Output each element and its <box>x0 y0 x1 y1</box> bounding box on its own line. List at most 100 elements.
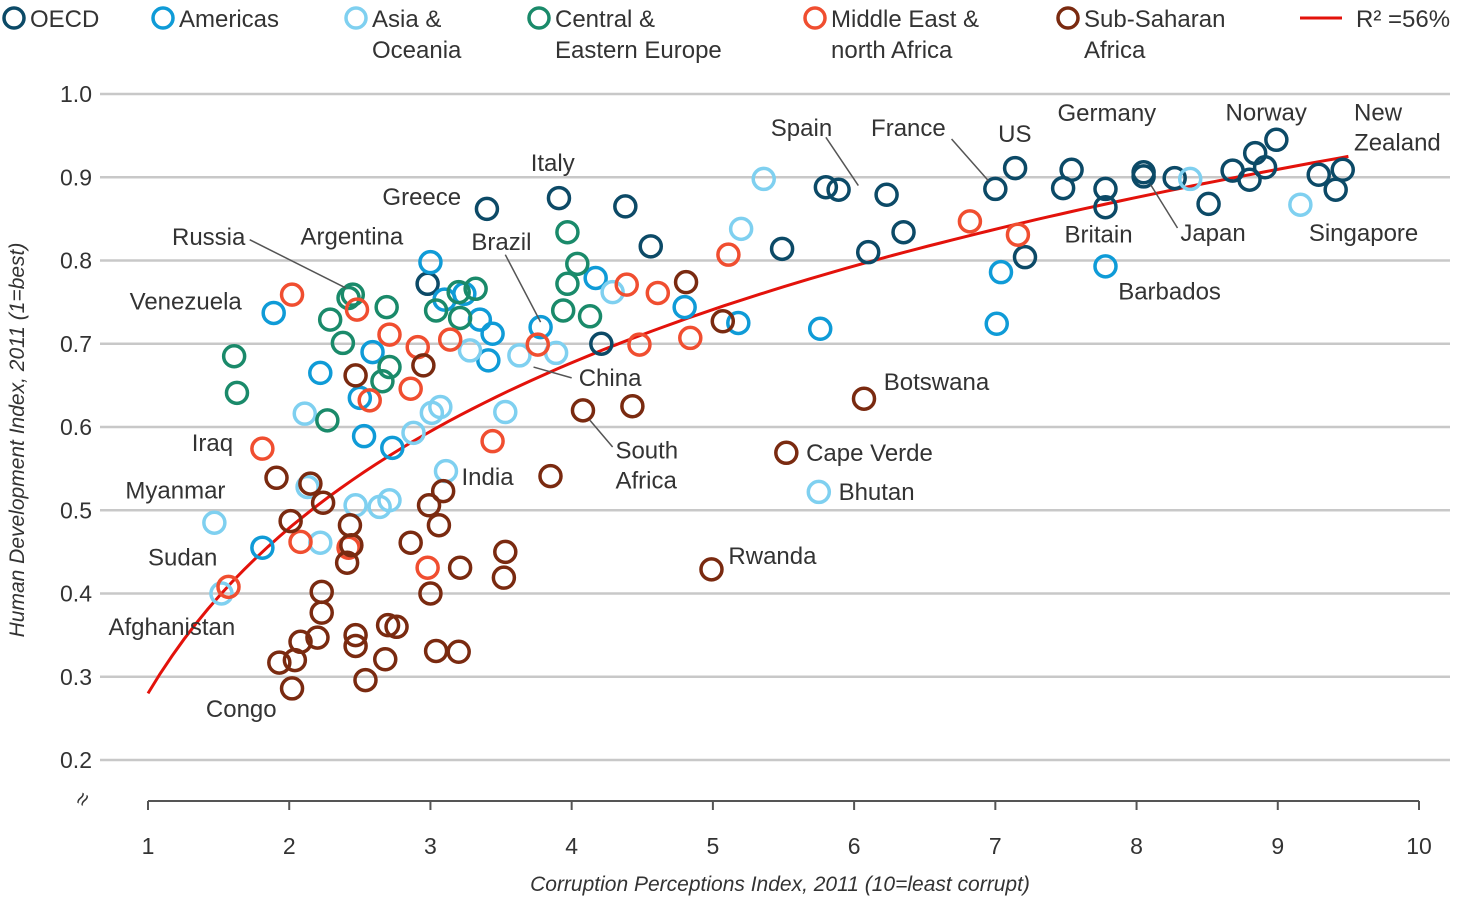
data-point <box>1005 222 1031 247</box>
legend-marker <box>803 6 827 30</box>
data-point <box>317 307 343 332</box>
annotation-label: Britain <box>1065 222 1133 249</box>
data-point <box>315 408 340 433</box>
data-point <box>437 327 463 352</box>
data-point <box>1002 155 1028 181</box>
annotation-label: Cape Verde <box>806 440 933 467</box>
annotation-label: Barbados <box>1118 278 1221 305</box>
legend-label: Sub-Saharan <box>1084 6 1225 33</box>
data-point <box>507 343 532 368</box>
annotation-label: Bhutan <box>839 479 915 506</box>
data-point <box>343 363 368 388</box>
data-point <box>638 234 664 259</box>
data-point <box>447 555 473 580</box>
data-point <box>957 209 983 234</box>
trendline <box>146 154 1349 695</box>
data-point <box>374 294 399 320</box>
data-point <box>337 512 363 538</box>
data-point <box>1131 160 1156 185</box>
annotation-label: India <box>462 464 515 491</box>
data-point <box>493 399 518 425</box>
data-point <box>447 305 473 331</box>
x-tick-label: 7 <box>989 833 1002 859</box>
annotation-label: Brazil <box>471 229 531 256</box>
x-tick-label: 5 <box>706 833 719 859</box>
annotation-label: Sudan <box>148 545 217 572</box>
annotation-leader-line <box>589 419 614 448</box>
data-point <box>538 463 563 489</box>
data-point <box>614 272 639 297</box>
annotation-leader-line <box>825 136 859 186</box>
annotation-label: Rwanda <box>728 543 817 570</box>
data-point <box>826 177 851 202</box>
data-point <box>673 269 699 295</box>
data-point <box>672 294 697 320</box>
x-tick-label: 4 <box>565 833 578 859</box>
data-point <box>264 465 289 491</box>
annotation-label: Argentina <box>301 223 404 250</box>
data-point <box>423 638 449 664</box>
annotation-label: Myanmar <box>125 477 225 504</box>
data-point <box>1330 157 1355 183</box>
data-point <box>1306 162 1331 188</box>
data-point <box>1264 127 1289 153</box>
annotation-leader-line <box>533 366 572 379</box>
data-point <box>351 423 377 449</box>
data-point <box>330 330 356 356</box>
legend-label: OECD <box>30 6 99 33</box>
data-point <box>620 393 645 419</box>
data-point <box>209 581 234 606</box>
x-axis-label: Corruption Perceptions Index, 2011 (10=l… <box>530 873 1030 896</box>
y-tick-label: 0.8 <box>60 248 92 274</box>
y-axis-label: Human Development Index, 2011 (1=best) <box>6 243 29 638</box>
data-point <box>377 488 402 513</box>
data-point <box>851 386 877 411</box>
data-point <box>463 276 488 302</box>
data-point <box>288 529 313 555</box>
data-point <box>984 311 1009 337</box>
annotation-label: Iraq <box>192 430 233 457</box>
data-point <box>418 249 443 275</box>
y-tick-label: 0.2 <box>60 747 92 773</box>
data-point <box>613 194 638 219</box>
annotation-label: Afghanistan <box>108 614 235 641</box>
data-points <box>202 127 1355 701</box>
data-point <box>360 339 385 365</box>
legend-label: Eastern Europe <box>555 37 722 64</box>
data-point <box>267 650 292 675</box>
data-point <box>988 259 1014 285</box>
x-tick-label: 9 <box>1271 833 1284 859</box>
data-point <box>309 579 334 605</box>
data-point <box>353 667 378 693</box>
data-point <box>398 376 423 401</box>
annotations: Greece Italy Russia Argentina Brazil Venezuel… <box>108 99 1440 723</box>
data-point <box>678 325 703 351</box>
data-point <box>480 428 505 454</box>
annotation-label: Africa <box>615 467 677 494</box>
annotation-label: Spain <box>771 115 832 142</box>
x-tick-label: 2 <box>283 833 296 859</box>
data-point <box>493 539 518 565</box>
legend-label: north Africa <box>831 37 953 64</box>
y-tick-label: 1.0 <box>60 81 92 107</box>
data-point <box>343 493 368 518</box>
y-tick-label: 0.3 <box>60 664 92 690</box>
trendline-path <box>146 154 1349 695</box>
data-point <box>546 185 572 211</box>
data-point <box>339 532 364 558</box>
data-point <box>216 574 241 600</box>
x-tick-label: 6 <box>848 833 861 859</box>
x-tick-label: 8 <box>1130 833 1143 859</box>
data-point <box>423 298 449 323</box>
data-point <box>305 625 330 650</box>
annotation-label: Germany <box>1057 100 1156 127</box>
data-point <box>1093 254 1118 279</box>
legend: OECD Americas Asia & Oceania Central & Easter… <box>2 6 1450 64</box>
data-point <box>627 332 652 357</box>
data-point <box>446 279 471 305</box>
data-point <box>457 338 483 363</box>
annotation-leader-line <box>249 239 347 289</box>
data-point <box>1177 166 1203 192</box>
data-point <box>1252 155 1278 180</box>
data-point <box>1237 167 1262 192</box>
